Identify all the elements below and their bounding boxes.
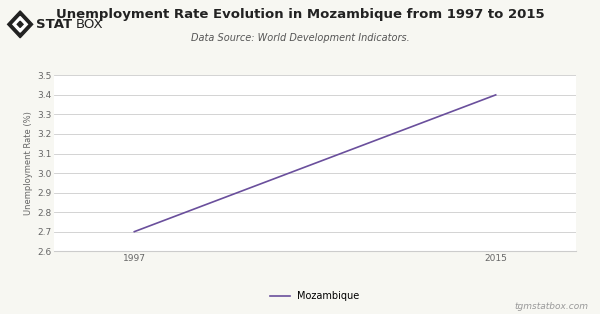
Legend: Mozambique: Mozambique bbox=[270, 291, 360, 301]
Y-axis label: Unemployment Rate (%): Unemployment Rate (%) bbox=[23, 111, 32, 215]
Text: Unemployment Rate Evolution in Mozambique from 1997 to 2015: Unemployment Rate Evolution in Mozambiqu… bbox=[56, 8, 544, 21]
Polygon shape bbox=[13, 17, 28, 32]
Polygon shape bbox=[8, 11, 33, 38]
Text: BOX: BOX bbox=[76, 18, 103, 31]
Text: tgmstatbox.com: tgmstatbox.com bbox=[514, 302, 588, 311]
Text: Data Source: World Development Indicators.: Data Source: World Development Indicator… bbox=[191, 33, 409, 43]
Text: STAT: STAT bbox=[36, 18, 72, 31]
Polygon shape bbox=[17, 21, 23, 27]
